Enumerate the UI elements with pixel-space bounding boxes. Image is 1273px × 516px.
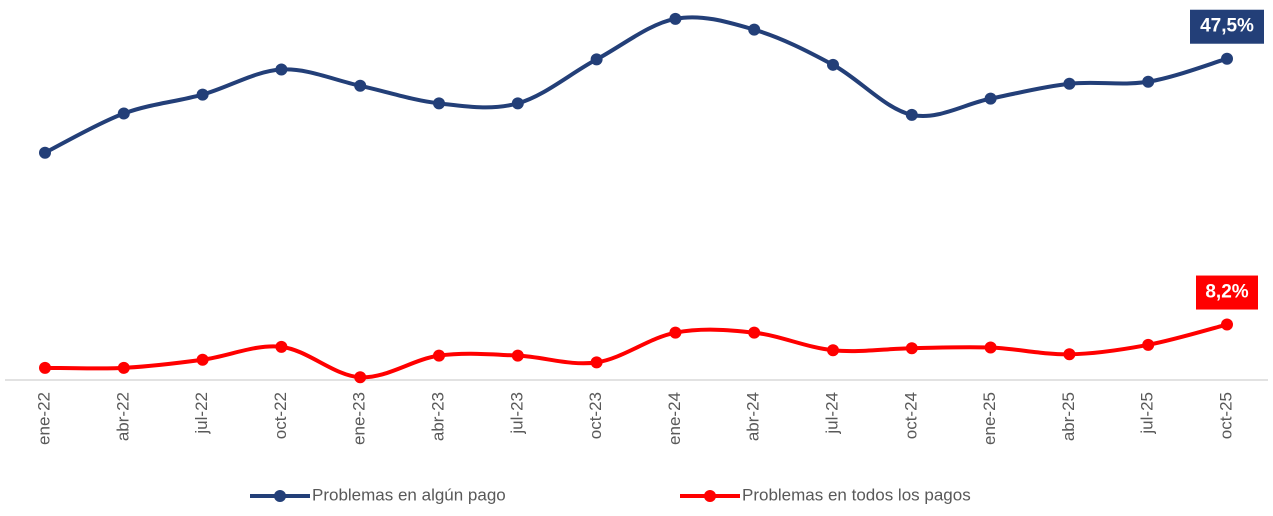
data-point [196, 353, 209, 366]
data-point [1063, 77, 1076, 90]
data-point [117, 361, 130, 374]
value-label: 8,2% [1205, 282, 1248, 303]
data-point [1142, 75, 1155, 88]
x-tick-label: abr-25 [1059, 392, 1078, 441]
data-point [39, 146, 51, 159]
legend-label: Problemas en todos los pagos [742, 485, 971, 504]
data-point [1221, 318, 1233, 331]
x-tick-label: ene-24 [665, 392, 684, 445]
data-point [748, 326, 761, 339]
data-point [354, 79, 367, 92]
data-point [196, 88, 209, 101]
x-tick-label: jul-23 [507, 392, 526, 435]
data-point [511, 349, 524, 362]
x-tick-label: jul-25 [1138, 392, 1157, 435]
data-point [905, 342, 918, 355]
data-point [117, 107, 130, 120]
series-line [44, 15, 1228, 155]
data-point [1221, 52, 1233, 65]
data-point [590, 356, 603, 369]
data-point [39, 361, 51, 374]
legend-marker [704, 490, 716, 502]
x-tick-label: ene-25 [980, 392, 999, 445]
series-line [44, 322, 1228, 380]
data-point [827, 58, 839, 71]
data-point [905, 108, 918, 121]
x-tick-label: abr-23 [428, 392, 447, 441]
data-point [590, 53, 603, 66]
data-point [669, 12, 682, 25]
data-point [1063, 348, 1076, 361]
value-label-box [1196, 275, 1258, 310]
data-point [433, 349, 445, 362]
x-tick-label: oct-22 [271, 392, 290, 439]
x-tick-label: ene-22 [34, 392, 53, 445]
x-tick-label: jul-24 [822, 392, 841, 435]
x-tick-label: abr-22 [113, 392, 132, 441]
value-label: 47,5% [1200, 16, 1254, 37]
data-point [433, 97, 445, 110]
data-point [984, 341, 997, 354]
data-point [669, 326, 682, 339]
x-tick-label: abr-24 [744, 392, 763, 441]
legend-marker [274, 490, 286, 502]
x-tick-label: oct-24 [901, 392, 920, 439]
data-point [748, 23, 761, 36]
x-tick-label: ene-23 [350, 392, 369, 445]
data-point [511, 97, 524, 110]
x-tick-label: jul-22 [192, 392, 211, 435]
value-label-box [1190, 9, 1264, 44]
data-point [354, 371, 367, 384]
data-point [984, 92, 997, 105]
legend-label: Problemas en algún pago [312, 485, 506, 504]
data-point [1142, 338, 1155, 351]
x-tick-label: oct-25 [1216, 392, 1235, 439]
x-tick-label: oct-23 [586, 392, 605, 439]
data-point [275, 340, 288, 353]
data-point [827, 344, 839, 357]
data-point [275, 63, 288, 76]
